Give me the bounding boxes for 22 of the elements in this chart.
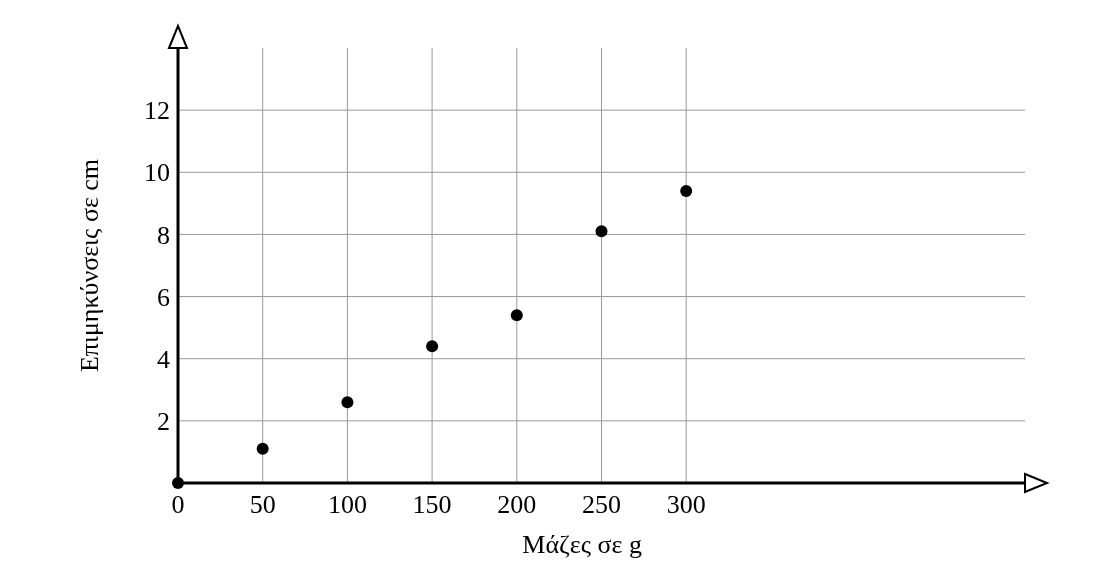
x-tick-label: 250 <box>582 490 621 519</box>
y-axis-title: Επιμηκύνσεις σε cm <box>75 158 104 373</box>
x-tick-label: 0 <box>171 490 185 519</box>
point <box>680 184 693 197</box>
y-tick-label: 10 <box>144 158 170 188</box>
point <box>426 340 439 353</box>
point <box>595 225 608 238</box>
y-tick-label: 2 <box>157 406 170 436</box>
x-tick-label: 300 <box>666 490 706 519</box>
y-tick-label: 8 <box>157 220 170 250</box>
point <box>256 442 269 455</box>
y-tick-label: 4 <box>157 344 170 374</box>
x-tick-label: 100 <box>327 490 367 519</box>
y-tick-label: 6 <box>157 282 170 312</box>
x-axis-title: Μάζες σε g <box>522 530 642 559</box>
x-tick-label: 150 <box>412 490 452 519</box>
point <box>510 309 523 322</box>
x-tick-label: 50 <box>249 490 276 519</box>
point <box>172 477 184 489</box>
point <box>341 396 354 409</box>
y-tick-label: 12 <box>144 96 170 126</box>
x-tick-label: 200 <box>497 490 537 519</box>
